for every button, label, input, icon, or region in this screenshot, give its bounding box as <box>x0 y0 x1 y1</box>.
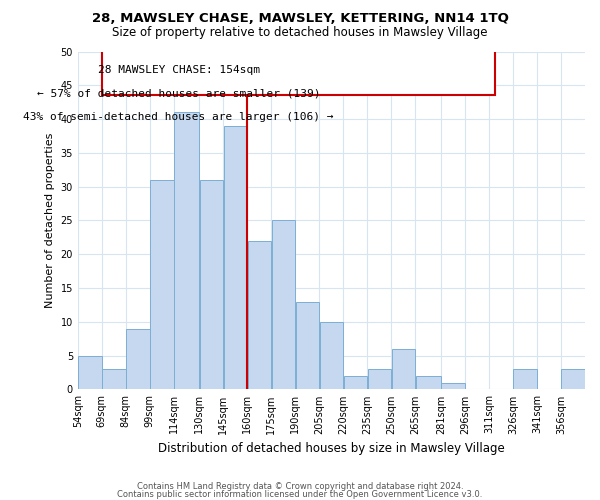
Bar <box>344 376 367 390</box>
Text: 28, MAWSLEY CHASE, MAWSLEY, KETTERING, NN14 1TQ: 28, MAWSLEY CHASE, MAWSLEY, KETTERING, N… <box>92 12 508 26</box>
Bar <box>224 126 247 390</box>
Bar <box>392 349 415 390</box>
Bar <box>296 302 319 390</box>
Bar <box>513 369 537 390</box>
Bar <box>174 112 199 390</box>
Bar <box>200 180 223 390</box>
Bar <box>368 369 391 390</box>
Text: ← 57% of detached houses are smaller (139): ← 57% of detached houses are smaller (13… <box>37 88 320 99</box>
Text: Contains HM Land Registry data © Crown copyright and database right 2024.: Contains HM Land Registry data © Crown c… <box>137 482 463 491</box>
Text: 28 MAWSLEY CHASE: 154sqm: 28 MAWSLEY CHASE: 154sqm <box>98 65 260 75</box>
Y-axis label: Number of detached properties: Number of detached properties <box>45 133 55 308</box>
Bar <box>248 240 271 390</box>
Bar <box>320 322 343 390</box>
FancyBboxPatch shape <box>102 48 496 96</box>
Bar <box>561 369 585 390</box>
X-axis label: Distribution of detached houses by size in Mawsley Village: Distribution of detached houses by size … <box>158 442 505 455</box>
Bar <box>150 180 174 390</box>
Bar <box>416 376 441 390</box>
Text: Contains public sector information licensed under the Open Government Licence v3: Contains public sector information licen… <box>118 490 482 499</box>
Bar <box>102 369 126 390</box>
Bar <box>441 382 465 390</box>
Text: 43% of semi-detached houses are larger (106) →: 43% of semi-detached houses are larger (… <box>23 112 334 122</box>
Bar <box>126 328 150 390</box>
Text: Size of property relative to detached houses in Mawsley Village: Size of property relative to detached ho… <box>112 26 488 39</box>
Bar <box>78 356 102 390</box>
Bar <box>272 220 295 390</box>
